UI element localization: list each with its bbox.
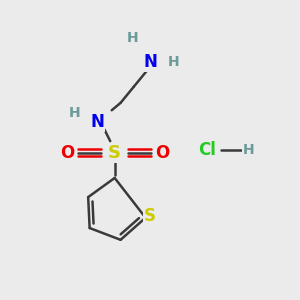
- Text: O: O: [60, 144, 75, 162]
- Text: N: N: [90, 113, 104, 131]
- Text: S: S: [108, 144, 121, 162]
- Text: S: S: [144, 207, 156, 225]
- Text: Cl: Cl: [199, 141, 216, 159]
- Text: S: S: [144, 207, 156, 225]
- Text: H: H: [243, 143, 254, 157]
- Text: N: N: [143, 53, 157, 71]
- Text: H: H: [168, 55, 179, 69]
- Text: H: H: [127, 31, 138, 45]
- Text: H: H: [69, 106, 81, 120]
- Text: O: O: [155, 144, 169, 162]
